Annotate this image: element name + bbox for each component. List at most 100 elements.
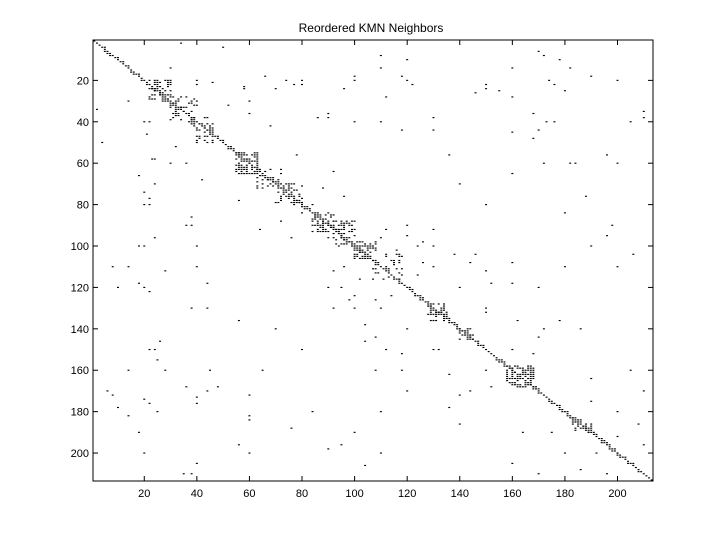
scatter-point: [143, 452, 146, 454]
scatter-point: [542, 328, 545, 330]
scatter-point: [485, 270, 488, 272]
cluster-point: [148, 88, 151, 90]
scatter-point: [127, 415, 130, 417]
cluster-point: [256, 187, 259, 189]
x-tick-label: 200: [608, 488, 626, 500]
diagonal-point: [201, 125, 204, 127]
scatter-point: [616, 452, 619, 454]
scatter-point: [432, 348, 435, 351]
cluster-point: [195, 129, 198, 131]
cluster-point: [440, 309, 443, 311]
cluster-point: [327, 212, 330, 214]
cluster-point: [280, 197, 282, 199]
plot-area: [93, 40, 653, 481]
scatter-point: [138, 431, 140, 433]
cluster-point: [206, 141, 209, 144]
cluster-point: [582, 427, 585, 429]
cluster-point: [377, 272, 380, 274]
scatter-point: [159, 340, 162, 342]
cluster-point: [398, 259, 401, 262]
diagonal-point: [590, 431, 593, 433]
cluster-point: [398, 272, 401, 274]
cluster-point: [353, 255, 356, 257]
diagonal-point: [130, 69, 133, 71]
near-diagonal-point: [427, 301, 430, 303]
cluster-point: [524, 371, 527, 373]
near-diagonal-point: [127, 65, 130, 67]
near-diagonal-point: [287, 195, 290, 197]
diagonal-point: [390, 274, 393, 276]
near-diagonal-point: [132, 73, 135, 75]
cluster-point: [524, 382, 527, 384]
cluster-point: [432, 313, 435, 315]
x-tick-label: 180: [556, 488, 574, 500]
cluster-point: [443, 309, 445, 311]
cluster-point: [193, 98, 196, 100]
near-diagonal-point: [577, 419, 580, 421]
near-diagonal-point: [138, 73, 140, 75]
cluster-point: [387, 268, 390, 270]
scatter-point: [364, 324, 367, 326]
cluster-point: [584, 429, 587, 431]
cluster-point: [256, 158, 259, 160]
cluster-point: [203, 135, 206, 137]
cluster-point: [369, 255, 372, 257]
cluster-point: [203, 117, 206, 119]
cluster-point: [164, 100, 167, 102]
scatter-point: [569, 67, 572, 69]
scatter-point: [106, 390, 109, 392]
cluster-point: [256, 154, 259, 156]
cluster-point: [458, 328, 461, 330]
cluster-point: [316, 224, 319, 226]
cluster-point: [361, 245, 364, 247]
scatter-point: [327, 112, 330, 115]
cluster-point: [356, 249, 359, 251]
scatter-point: [258, 228, 261, 231]
cluster-point: [211, 141, 214, 144]
scatter-point: [222, 46, 225, 48]
scatter-point: [637, 423, 640, 425]
scatter-point: [432, 245, 435, 247]
scatter-point: [485, 83, 488, 86]
cluster-point: [311, 220, 314, 222]
cluster-point: [527, 384, 530, 386]
scatter-point: [348, 299, 351, 301]
diagonal-point: [240, 156, 243, 158]
scatter-point: [237, 199, 240, 202]
near-diagonal-point: [569, 417, 572, 419]
near-diagonal-point: [477, 340, 480, 342]
near-diagonal-point: [637, 471, 640, 473]
cluster-point: [293, 199, 296, 202]
scatter-point: [274, 328, 277, 330]
diagonal-point: [301, 204, 303, 206]
cluster-point: [261, 179, 264, 181]
diagonal-point: [364, 253, 367, 255]
cluster-point: [295, 199, 298, 202]
axes-frame: [92, 39, 654, 482]
cluster-point: [361, 241, 364, 243]
near-diagonal-point: [230, 146, 233, 148]
cluster-point: [429, 303, 432, 305]
cluster-point: [287, 197, 290, 199]
cluster-point: [513, 384, 516, 386]
scatter-point: [448, 373, 451, 375]
cluster-point: [253, 154, 256, 156]
diagonal-point: [258, 170, 261, 173]
cluster-point: [466, 328, 469, 330]
cluster-point: [385, 255, 388, 257]
scatter-point: [400, 129, 403, 131]
diagonal-point: [185, 112, 188, 115]
scatter-point: [498, 90, 501, 92]
scatter-point: [590, 400, 593, 402]
near-diagonal-point: [227, 148, 230, 150]
cluster-point: [180, 119, 183, 121]
near-diagonal-point: [448, 322, 451, 324]
scatter-point: [537, 473, 540, 475]
diagonal-point: [95, 42, 98, 44]
cluster-point: [343, 233, 346, 235]
y-tick-label: 180: [71, 407, 89, 419]
cluster-point: [201, 123, 204, 125]
scatter-point: [353, 295, 356, 297]
cluster-point: [584, 423, 587, 425]
